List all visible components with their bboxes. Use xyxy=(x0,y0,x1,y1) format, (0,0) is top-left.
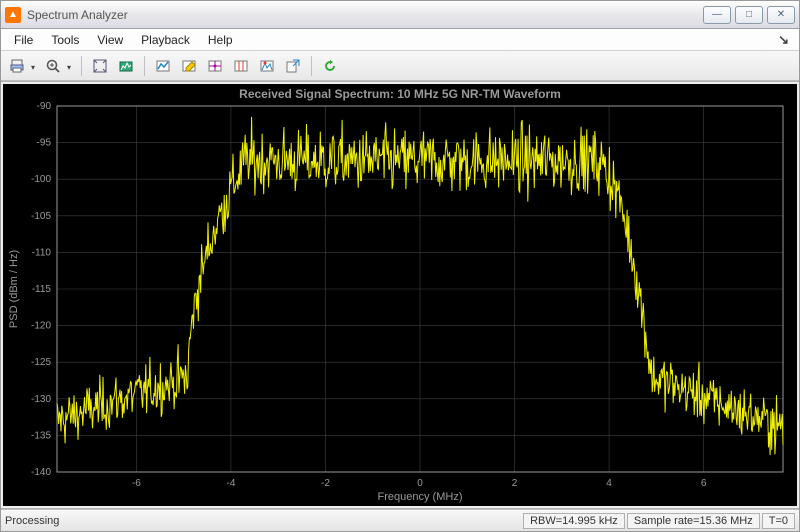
plot-area: Received Signal Spectrum: 10 MHz 5G NR-T… xyxy=(1,81,799,509)
status-left: Processing xyxy=(5,515,59,527)
svg-text:4: 4 xyxy=(606,478,612,489)
refresh-icon[interactable] xyxy=(318,54,342,78)
toolbar-separator xyxy=(144,56,145,76)
toolbar-separator xyxy=(81,56,82,76)
svg-text:-105: -105 xyxy=(31,211,51,222)
help-corner-icon[interactable]: ↘ xyxy=(778,32,795,48)
tool-bar xyxy=(1,51,799,81)
print-icon[interactable] xyxy=(5,54,39,78)
measurements-icon[interactable] xyxy=(203,54,227,78)
spectrum-chart[interactable]: Received Signal Spectrum: 10 MHz 5G NR-T… xyxy=(3,84,797,506)
maximize-button[interactable]: □ xyxy=(735,6,763,24)
edit-plot-icon[interactable] xyxy=(177,54,201,78)
app-icon: ▲ xyxy=(5,7,21,23)
svg-text:-100: -100 xyxy=(31,174,51,185)
menu-playback[interactable]: Playback xyxy=(132,31,199,49)
export-icon[interactable] xyxy=(281,54,305,78)
svg-text:-6: -6 xyxy=(132,478,141,489)
menu-help[interactable]: Help xyxy=(199,31,242,49)
menu-bar: FileToolsViewPlaybackHelp ↘ xyxy=(1,29,799,51)
svg-text:-2: -2 xyxy=(321,478,330,489)
menu-view[interactable]: View xyxy=(88,31,132,49)
window-buttons: — □ ✕ xyxy=(703,6,795,24)
status-bar: Processing RBW=14.995 kHz Sample rate=15… xyxy=(1,509,799,531)
svg-text:6: 6 xyxy=(701,478,707,489)
peaks-icon[interactable] xyxy=(255,54,279,78)
svg-text:-110: -110 xyxy=(32,247,52,258)
status-time: T=0 xyxy=(762,513,795,529)
svg-text:-95: -95 xyxy=(37,138,52,149)
svg-text:-90: -90 xyxy=(37,101,52,112)
app-window: ▲ Spectrum Analyzer — □ ✕ FileToolsViewP… xyxy=(0,0,800,532)
svg-text:-130: -130 xyxy=(31,394,51,405)
svg-text:-120: -120 xyxy=(31,321,51,332)
status-sample-rate: Sample rate=15.36 MHz xyxy=(627,513,760,529)
cursor-icon[interactable] xyxy=(229,54,253,78)
svg-text:-125: -125 xyxy=(31,357,51,368)
svg-text:2: 2 xyxy=(512,478,518,489)
spectrum-settings-icon[interactable] xyxy=(114,54,138,78)
menu-file[interactable]: File xyxy=(5,31,42,49)
title-bar: ▲ Spectrum Analyzer — □ ✕ xyxy=(1,1,799,29)
svg-text:-135: -135 xyxy=(31,430,51,441)
status-rbw: RBW=14.995 kHz xyxy=(523,513,625,529)
minimize-button[interactable]: — xyxy=(703,6,731,24)
window-title: Spectrum Analyzer xyxy=(27,8,703,22)
svg-text:-140: -140 xyxy=(31,467,51,478)
svg-text:PSD (dBm / Hz): PSD (dBm / Hz) xyxy=(8,250,20,328)
autoscale-icon[interactable] xyxy=(88,54,112,78)
svg-text:0: 0 xyxy=(417,478,423,489)
svg-text:Received Signal Spectrum: 10 M: Received Signal Spectrum: 10 MHz 5G NR-T… xyxy=(239,87,561,101)
menu-tools[interactable]: Tools xyxy=(42,31,88,49)
toolbar-separator xyxy=(311,56,312,76)
plot-type-icon[interactable] xyxy=(151,54,175,78)
svg-text:-115: -115 xyxy=(32,284,52,295)
zoom-icon[interactable] xyxy=(41,54,75,78)
svg-text:-4: -4 xyxy=(226,478,235,489)
close-button[interactable]: ✕ xyxy=(767,6,795,24)
svg-text:Frequency (MHz): Frequency (MHz) xyxy=(378,491,463,503)
